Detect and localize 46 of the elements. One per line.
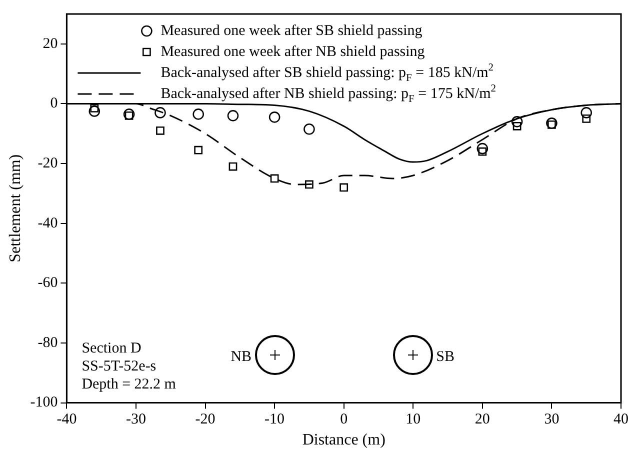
point	[548, 120, 556, 129]
point	[156, 126, 164, 135]
x-tick-label: -40	[56, 412, 77, 428]
point	[194, 146, 203, 154]
point	[546, 118, 558, 129]
point	[340, 183, 348, 192]
annotation: SB	[436, 348, 454, 365]
y-axis-title: Settlement (mm)	[6, 154, 24, 262]
point	[476, 142, 488, 154]
x-axis-title: Distance (m)	[302, 432, 386, 449]
point	[580, 107, 592, 118]
point	[304, 123, 315, 135]
point	[124, 112, 134, 120]
point	[123, 108, 135, 120]
point	[478, 147, 487, 156]
x-tick-label: 10	[406, 412, 421, 428]
x-tick-label: -20	[195, 412, 216, 428]
point	[227, 110, 239, 122]
point	[305, 180, 314, 189]
legend-label: Measured one week after NB shield passing	[160, 44, 426, 60]
annotation: NB	[230, 348, 252, 365]
x-tick-label: 20	[474, 412, 490, 428]
point	[268, 112, 280, 123]
x-tick-label: -10	[264, 412, 285, 428]
x-tick-label: 0	[340, 412, 348, 428]
y-tick-label: 0	[50, 96, 58, 112]
y-tick-label: 20	[42, 36, 58, 52]
legend-label: Measured one week after SB shield passing	[160, 22, 423, 39]
point	[512, 122, 522, 130]
point	[270, 174, 279, 183]
point	[511, 116, 523, 128]
point	[90, 104, 99, 112]
x-tick-label: 40	[614, 412, 628, 428]
point	[88, 106, 100, 117]
point	[154, 107, 166, 118]
y-tick-label: -60	[38, 275, 58, 292]
point	[228, 162, 238, 171]
y-tick-label: -100	[30, 394, 58, 411]
point	[192, 108, 204, 120]
point	[582, 114, 591, 123]
y-tick-label: -20	[38, 155, 58, 172]
x-tick-label: 30	[544, 412, 560, 428]
x-tick-label: -30	[126, 412, 146, 428]
annotation: Section D SS-5T-52e-s Depth = 22.2 m	[82, 340, 176, 393]
y-tick-label: -40	[38, 215, 58, 232]
y-tick-label: -80	[38, 334, 58, 351]
